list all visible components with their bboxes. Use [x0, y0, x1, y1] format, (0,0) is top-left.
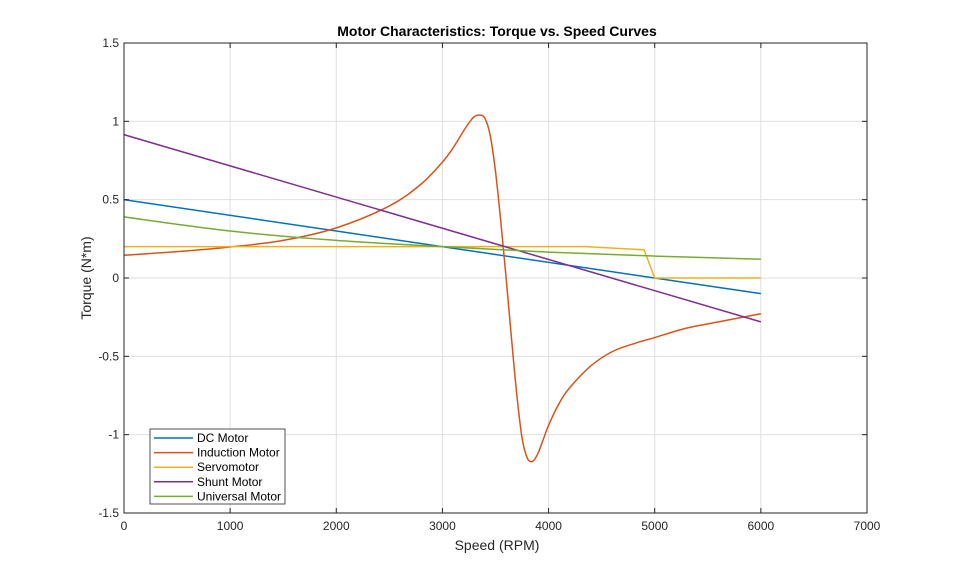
x-tick-label: 6000 [748, 519, 775, 533]
chart-title: Motor Characteristics: Torque vs. Speed … [337, 23, 657, 39]
y-tick-label: -1.5 [98, 506, 119, 520]
x-tick-label: 1000 [217, 519, 244, 533]
x-tick-label: 5000 [641, 519, 668, 533]
legend-label: Servomotor [197, 460, 259, 474]
x-axis-label: Speed (RPM) [455, 537, 540, 553]
y-axis-label: Torque (N*m) [78, 236, 94, 319]
y-tick-label: -0.5 [98, 349, 119, 363]
y-tick-label: 1 [112, 114, 119, 128]
legend-label: DC Motor [197, 431, 248, 445]
series-line-shunt-motor [123, 133, 762, 323]
x-tick-label: 4000 [535, 519, 562, 533]
x-tick-label: 7000 [854, 519, 881, 533]
ticks: 0 1000 2000 3000 4000 5000 6000 7000 -1.5 -1 -0.5 0… [98, 36, 880, 533]
legend-item-induction-motor: Induction Motor [154, 446, 280, 460]
x-tick-label: 0 [121, 519, 128, 533]
legend-label: Shunt Motor [197, 475, 262, 489]
series-line-induction-motor [123, 114, 761, 463]
series-layer [123, 114, 762, 463]
y-tick-label: 1.5 [102, 36, 119, 50]
legend-item-servomotor: Servomotor [154, 460, 259, 474]
legend-label: Induction Motor [197, 446, 280, 460]
legend-item-dc-motor: DC Motor [154, 431, 248, 445]
legend-label: Universal Motor [197, 489, 281, 503]
x-tick-label: 2000 [323, 519, 350, 533]
legend-item-universal-motor: Universal Motor [154, 489, 281, 503]
legend-item-shunt-motor: Shunt Motor [154, 475, 262, 489]
y-tick-label: -1 [108, 428, 119, 442]
y-tick-label: 0.5 [102, 193, 119, 207]
series-line-universal-motor [123, 216, 761, 260]
y-tick-label: 0 [112, 271, 119, 285]
x-tick-label: 3000 [429, 519, 456, 533]
